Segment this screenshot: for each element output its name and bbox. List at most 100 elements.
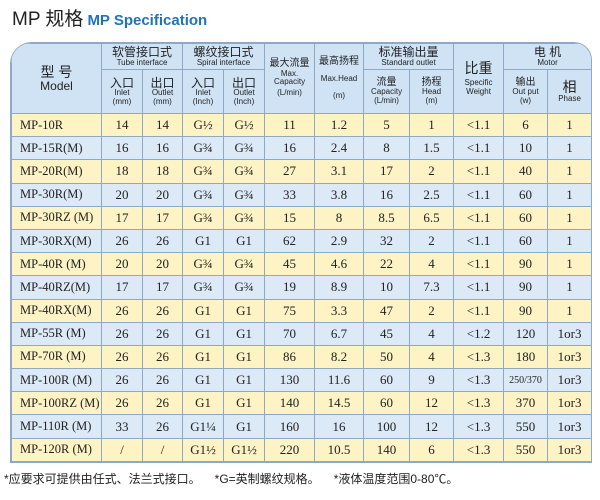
value-cell: 16 [101,136,143,161]
value-cell: 22 [363,252,411,277]
value-cell: 140 [264,391,316,416]
value-cell: 8 [363,136,411,161]
col-tube-inlet: 入口 Inlet (mm) [101,69,143,114]
value-cell: 40 [503,159,549,184]
model-cell: MP-30RX(M) [11,228,102,254]
value-cell: 20 [101,252,143,277]
title-en: MP Specification [87,12,208,29]
value-cell: 26 [101,368,143,393]
col-tube-interface: 软管接口式 Tube interface [100,43,184,70]
value-cell: 4 [409,321,455,346]
footnotes: *应要求可提供由任式、法兰式接口。 *G=英制螺纹规格。 *液体温度范围0-80℃。 [4,470,472,487]
value-cell: 6 [503,112,549,138]
value-cell: G¾ [182,205,225,230]
value-cell: G½ [182,112,225,138]
value-cell: 11.6 [314,368,365,393]
value-cell: 1 [547,275,591,300]
value-cell: 14 [141,112,184,138]
value-cell: 45 [363,321,411,346]
value-cell: <1.3 [453,391,505,416]
value-cell: 4 [409,344,455,370]
value-cell: 60 [503,182,549,207]
col-standard-outlet: 标准输出量 Standard outlet [363,43,455,70]
value-cell: G1 [223,368,266,393]
value-cell: 19 [264,275,316,300]
value-cell: G1¼ [182,414,225,439]
value-cell: 26 [141,391,184,416]
value-cell: 20 [101,182,143,207]
value-cell: 4.6 [314,252,365,277]
model-cell: MP-40RX(M) [11,298,102,323]
value-cell: 60 [363,368,411,393]
table-row: MP-40RX(M) 26 26 G1 G1 75 3.3 47 2 <1.1 90 1 [11,298,591,323]
value-cell: 120 [503,321,549,346]
value-cell: 2.4 [314,136,365,161]
value-cell: 8 [314,205,365,230]
model-cell: MP-15R(M) [11,136,102,161]
spec-table-container: 型 号 Model 软管接口式 Tube interface 螺纹接口式 Spiral… [10,42,592,463]
col-motor-phase: 相 Phase [547,69,591,114]
table-row: MP-30RX(M) 26 26 G1 G1 62 2.9 32 2 <1.1 60 1 [11,228,591,254]
value-cell: <1.2 [453,321,505,346]
value-cell: 1or3 [547,414,591,439]
model-cell: MP-70R (M) [11,344,102,370]
value-cell: 3.8 [314,182,365,207]
model-cell: MP-40RZ(M) [11,275,102,300]
value-cell: 1 [547,112,591,138]
value-cell: 14 [101,112,143,138]
value-cell: G¾ [223,205,266,230]
value-cell: <1.1 [453,182,505,207]
value-cell: 62 [264,228,316,254]
table-row: MP-40RZ(M) 17 17 G¾ G¾ 19 8.9 10 7.3 <1.1 90 1 [11,275,591,300]
model-cell: MP-10R [11,112,102,138]
value-cell: 15 [264,205,316,230]
spec-table: 型 号 Model 软管接口式 Tube interface 螺纹接口式 Spiral… [11,43,591,462]
value-cell: 16 [264,136,316,161]
value-cell: 180 [503,344,549,370]
value-cell: G½ [223,112,266,138]
value-cell: 10.5 [314,437,365,462]
value-cell: 26 [101,228,143,254]
value-cell: 1or3 [547,321,591,346]
value-cell: 2.9 [314,228,365,254]
value-cell: <1.1 [453,205,505,230]
value-cell: 26 [101,321,143,346]
col-spiral-inlet: 入口 Inlet (Inch) [182,69,225,114]
model-cell: MP-100RZ (M) [11,391,102,416]
value-cell: G1 [223,321,266,346]
value-cell: 12 [409,414,455,439]
col-model: 型 号 Model [11,43,102,114]
value-cell: 1 [547,159,591,184]
value-cell: 8.5 [363,205,411,230]
value-cell: 14.5 [314,391,365,416]
value-cell: 17 [141,205,184,230]
value-cell: G1 [182,321,225,346]
col-spiral-outlet: 出口 Outlet (Inch) [223,69,266,114]
footnote: *液体温度范围0-80℃。 [333,472,459,486]
model-cell: MP-120R (M) [11,437,102,462]
value-cell: G1 [223,298,266,323]
value-cell: 100 [363,414,411,439]
value-cell: 9 [409,368,455,393]
value-cell: 1 [547,205,591,230]
value-cell: <1.1 [453,159,505,184]
table-body: MP-10R 14 14 G½ G½ 11 1.2 5 1 <1.1 6 1 MP-15R(M) 16 16… [11,112,591,462]
col-specific-weight: 比重 Specific Weight [453,43,505,114]
value-cell: / [141,437,184,462]
value-cell: 33 [101,414,143,439]
table-row: MP-70R (M) 26 26 G1 G1 86 8.2 50 4 <1.3 180 1or3 [11,344,591,370]
value-cell: 17 [363,159,411,184]
value-cell: G1 [223,414,266,439]
value-cell: 10 [363,275,411,300]
value-cell: 86 [264,344,316,370]
value-cell: 18 [141,159,184,184]
value-cell: 90 [503,298,549,323]
value-cell: G¾ [223,275,266,300]
value-cell: 60 [363,391,411,416]
table-row: MP-40R (M) 20 20 G¾ G¾ 45 4.6 22 4 <1.1 90 1 [11,252,591,277]
value-cell: 1 [547,182,591,207]
value-cell: 45 [264,252,316,277]
value-cell: 27 [264,159,316,184]
value-cell: 75 [264,298,316,323]
value-cell: 6.5 [409,205,455,230]
